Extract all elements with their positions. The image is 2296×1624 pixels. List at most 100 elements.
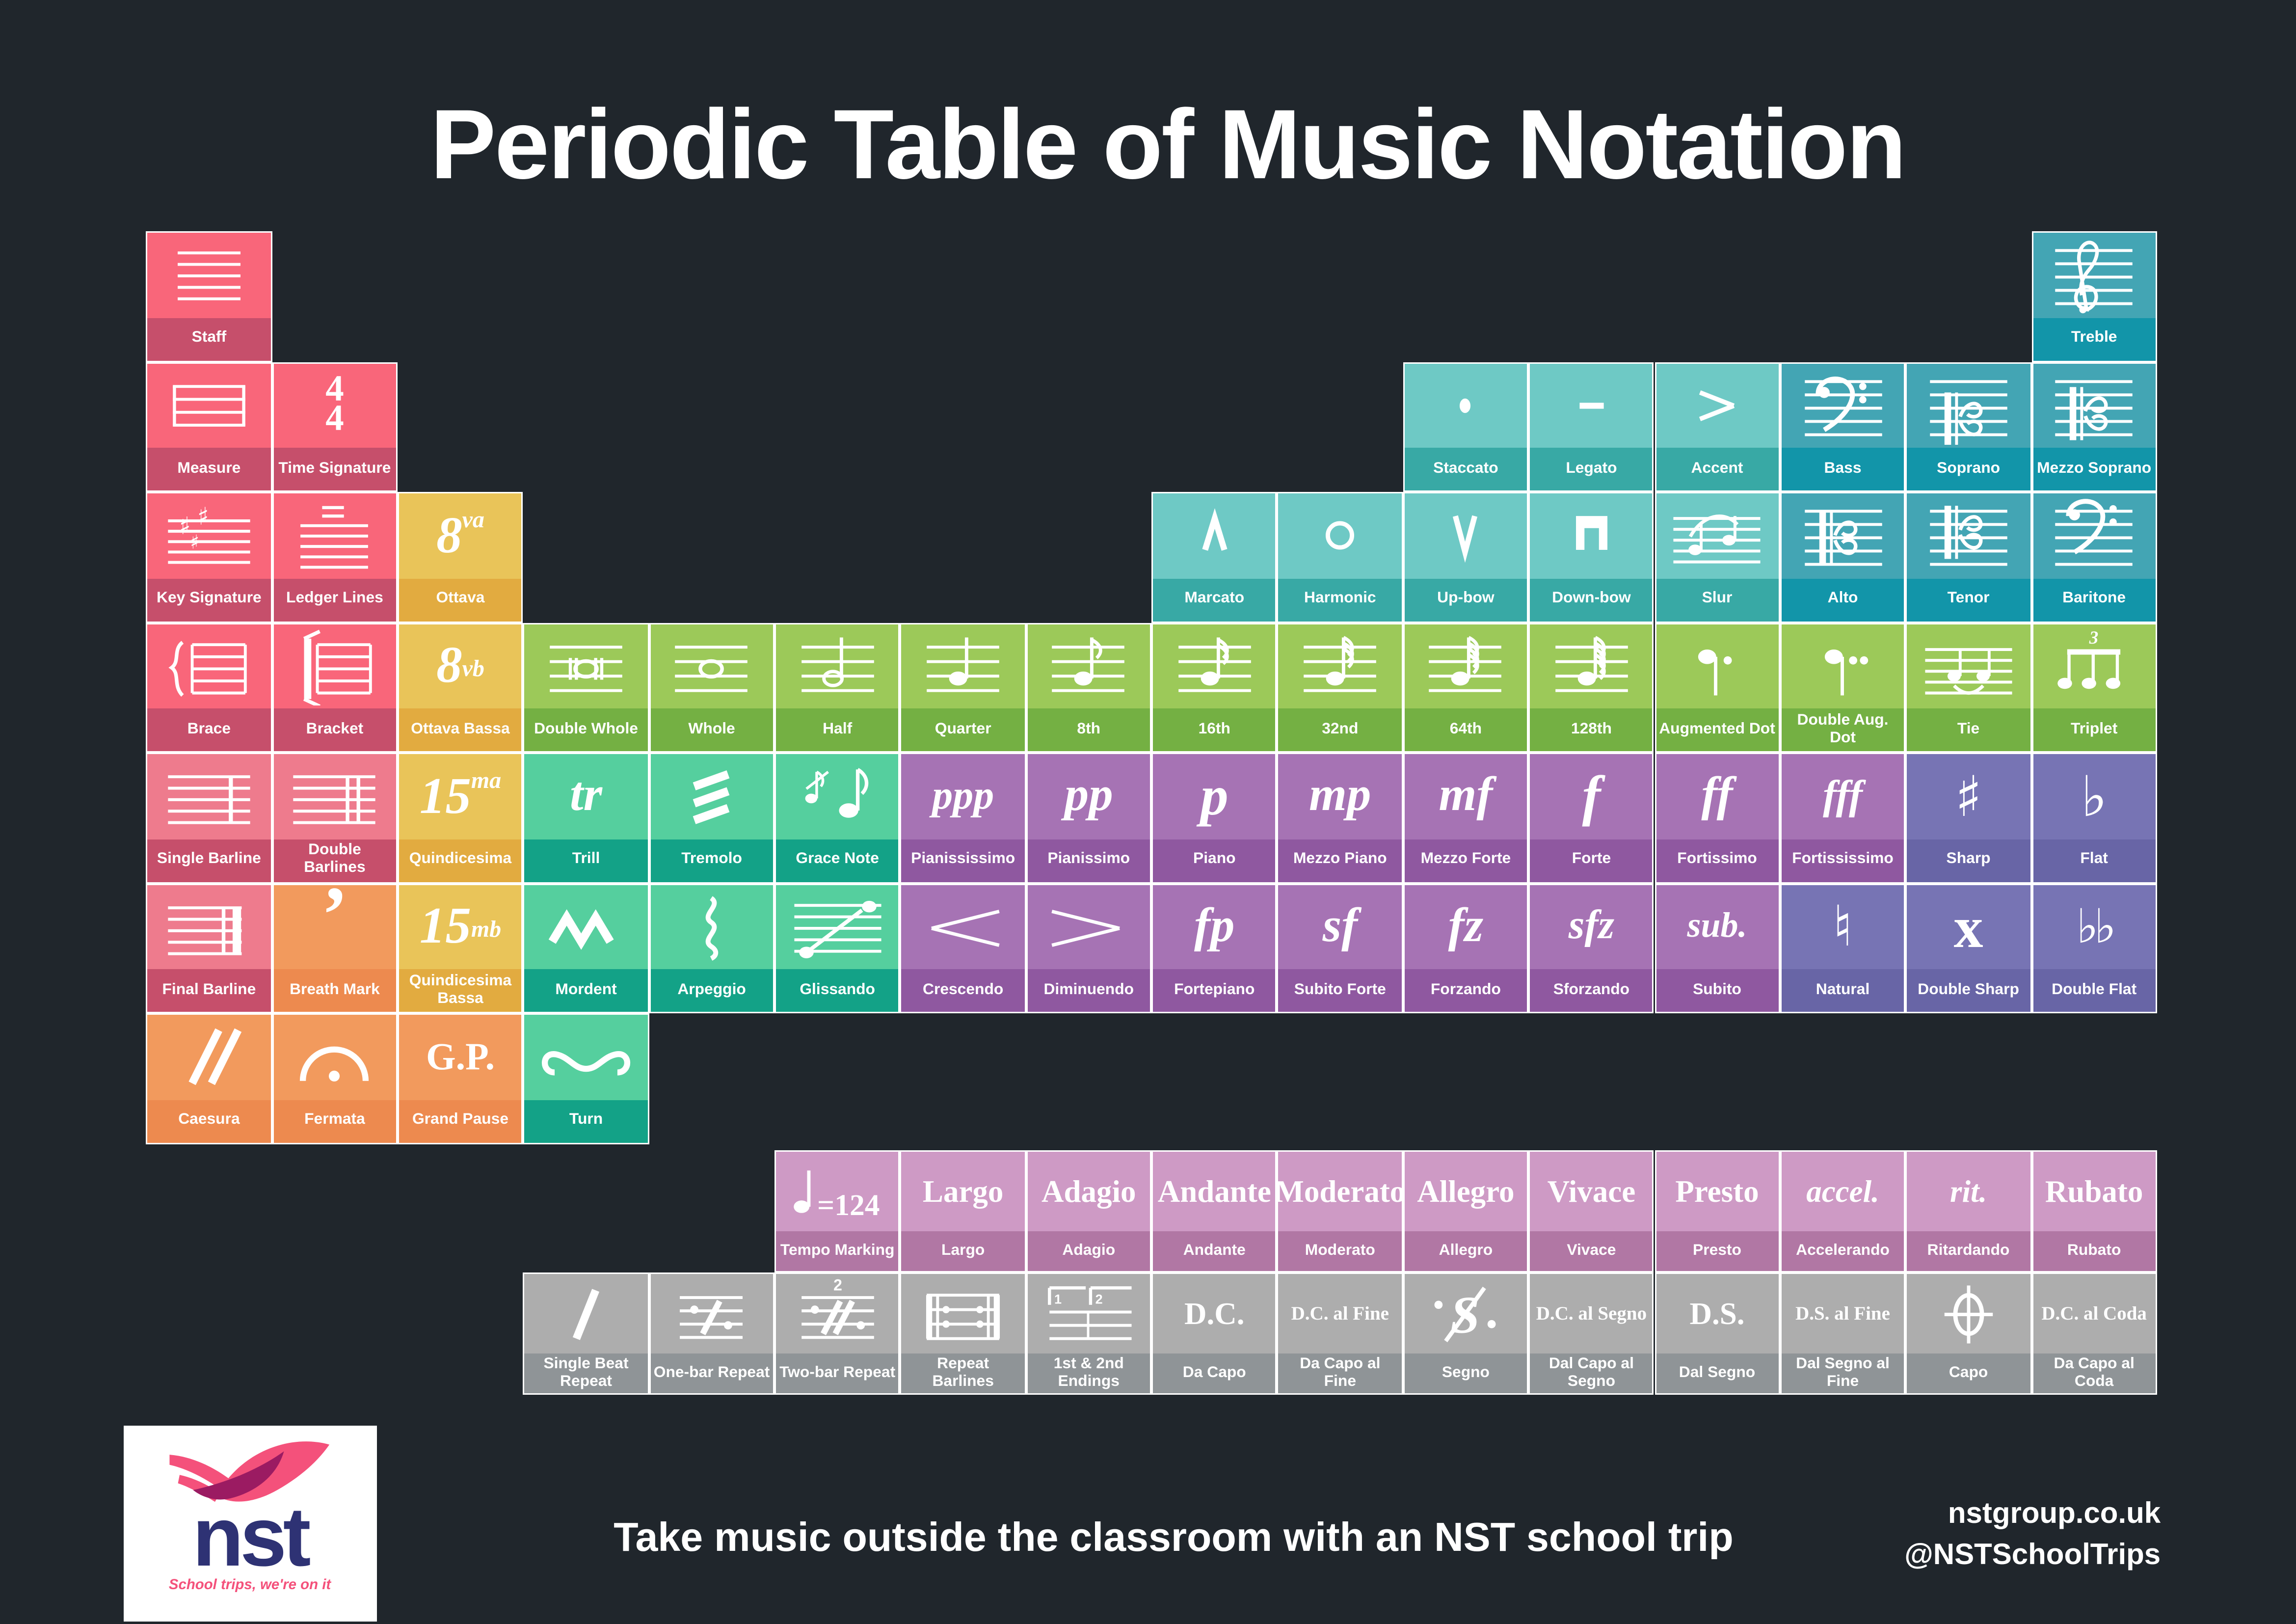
cell-label: Caesura — [147, 1099, 270, 1142]
cell-1st-2nd-endings: 1 2 1st & 2nd Endings — [1026, 1272, 1152, 1395]
bass-clef-icon — [1782, 363, 1904, 448]
cell-quarter: Quarter — [900, 622, 1026, 753]
cell-label: Up-bow — [1404, 578, 1527, 621]
cell-label: Breath Mark — [273, 969, 396, 1012]
dal-segno-symbol-icon: D.S. — [1689, 1295, 1745, 1331]
final-barline-icon — [148, 885, 270, 970]
trill-symbol-icon: tr — [570, 769, 603, 822]
cell-crescendo: Crescendo — [900, 883, 1026, 1013]
cell-bracket: Bracket — [271, 622, 398, 753]
sixteenth-note-icon — [1153, 624, 1276, 709]
cell-pianississimo: ppp Pianississimo — [900, 753, 1026, 883]
rubato-symbol-icon: Rubato — [2045, 1173, 2143, 1209]
cell-alto: Alto — [1780, 492, 1906, 623]
cell-da-capo-al-coda: D.C. al Coda Da Capo al Coda — [2031, 1272, 2157, 1395]
fortepiano-symbol-icon: fp — [1194, 899, 1235, 953]
alto-clef-icon — [1782, 493, 1904, 578]
cell-label: Whole — [650, 708, 774, 751]
cell-dal-segno-al-fine: D.S. al Fine Dal Segno al Fine — [1780, 1272, 1906, 1395]
cell-ledger-lines: Ledger Lines — [271, 492, 398, 623]
cell-soprano: Soprano — [1905, 361, 2031, 492]
cell-final-barline: Final Barline — [146, 883, 272, 1013]
tenor-clef-icon — [1907, 493, 2030, 578]
cell-brace: Brace — [146, 622, 272, 753]
cell-tremolo: Tremolo — [649, 753, 775, 883]
cell-double-aug-dot: Double Aug. Dot — [1780, 622, 1906, 753]
cell-label: Forzando — [1404, 969, 1527, 1012]
cell-pianissimo: pp Pianissimo — [1026, 753, 1152, 883]
cell-8th: 8th — [1026, 622, 1152, 753]
cell-label: Time Signature — [273, 448, 396, 490]
cell-quindicesima-bassa: 15 mb Quindicesima Bassa — [398, 883, 524, 1013]
grand-pause-symbol-icon: G.P. — [426, 1035, 495, 1078]
cell-label: Rubato — [2032, 1231, 2156, 1271]
harmonic-icon — [1279, 493, 1401, 578]
cell-label: Da Capo al Coda — [2032, 1353, 2156, 1393]
cell-label: Staff — [147, 317, 270, 360]
double-whole-note-icon — [525, 624, 647, 709]
cell-da-capo: D.C. Da Capo — [1151, 1272, 1278, 1395]
cell-label: Tie — [1907, 708, 2030, 751]
cell-presto: Presto Presto — [1654, 1150, 1780, 1272]
tempo-marking-icon: =124 — [776, 1152, 899, 1231]
arpeggio-icon — [650, 885, 773, 970]
cell-label: Double Sharp — [1907, 969, 2030, 1012]
half-note-icon — [776, 624, 899, 709]
cell-caesura: Caesura — [146, 1013, 272, 1144]
footer-website: nstgroup.co.uk — [1948, 1498, 2161, 1530]
cell-label: Quarter — [902, 708, 1025, 751]
cell-label: Brace — [147, 708, 270, 751]
cell-ritardando: rit. Ritardando — [1905, 1150, 2031, 1272]
cell-double-whole: Double Whole — [523, 622, 649, 753]
ottava-bassa-symbol-icon: 8 vb — [436, 636, 484, 694]
ledger-lines-icon — [273, 493, 396, 578]
piano-symbol-icon: p — [1200, 765, 1228, 828]
cell-subito-forte: sf Subito Forte — [1277, 883, 1403, 1013]
nst-logo-slogan: School trips, we're on it — [168, 1577, 331, 1594]
cell-label: Bracket — [273, 708, 396, 751]
cell-label: Diminuendo — [1027, 969, 1150, 1012]
cell-label: Da Capo al Fine — [1279, 1353, 1402, 1393]
cell-dal-capo-al-segno: D.C. al Segno Dal Capo al Segno — [1528, 1272, 1655, 1395]
marcato-icon — [1153, 493, 1276, 578]
forzando-symbol-icon: fz — [1448, 899, 1484, 953]
cell-label: Alto — [1781, 578, 1904, 621]
cell-label: 8th — [1027, 708, 1150, 751]
presto-symbol-icon: Presto — [1675, 1173, 1759, 1209]
baritone-clef-icon — [2033, 493, 2156, 578]
cell-double-flat: ♭♭ Double Flat — [2031, 883, 2157, 1013]
cell-da-capo-al-fine: D.C. al Fine Da Capo al Fine — [1277, 1272, 1403, 1395]
cell-dal-segno: D.S. Dal Segno — [1654, 1272, 1780, 1395]
cell-mordent: Mordent — [523, 883, 649, 1013]
nst-logo-card: nst School trips, we're on it — [123, 1425, 377, 1622]
segno-icon: S — [1404, 1274, 1527, 1353]
cell-label: Repeat Barlines — [902, 1353, 1025, 1393]
cell-measure: Measure — [146, 361, 272, 492]
cell-diminuendo: Diminuendo — [1026, 883, 1152, 1013]
cell-ottava-bassa: 8 vb Ottava Bassa — [398, 622, 524, 753]
treble-clef-icon — [2033, 233, 2156, 318]
cell-time-signature: 4 4 Time Signature — [271, 361, 398, 492]
cell-repeat-barlines: Repeat Barlines — [900, 1272, 1026, 1395]
cell-label: Fortissimo — [1655, 839, 1779, 882]
cell-mezzo-forte: mf Mezzo Forte — [1403, 753, 1529, 883]
staccato-icon — [1404, 363, 1527, 448]
cell-slur: Slur — [1654, 492, 1780, 623]
cell-label: Pianissimo — [1027, 839, 1150, 882]
cell-double-sharp: x Double Sharp — [1905, 883, 2031, 1013]
double-flat-symbol-icon: ♭♭ — [2076, 898, 2116, 955]
cell-staccato: Staccato — [1403, 361, 1529, 492]
cell-label: Sforzando — [1530, 969, 1653, 1012]
cell-label: Slur — [1655, 578, 1779, 621]
fermata-icon — [273, 1015, 396, 1100]
ritardando-symbol-icon: rit. — [1949, 1173, 1987, 1209]
sforzando-symbol-icon: sfz — [1568, 903, 1615, 949]
cell-rubato: Rubato Rubato — [2031, 1150, 2157, 1272]
grace-note-icon — [776, 754, 899, 839]
bracket-icon — [273, 624, 396, 709]
cell-label: Largo — [902, 1231, 1025, 1271]
cell-label: Turn — [525, 1099, 648, 1142]
cell-label: Sharp — [1907, 839, 2030, 882]
cell-double-barlines: Double Barlines — [271, 753, 398, 883]
